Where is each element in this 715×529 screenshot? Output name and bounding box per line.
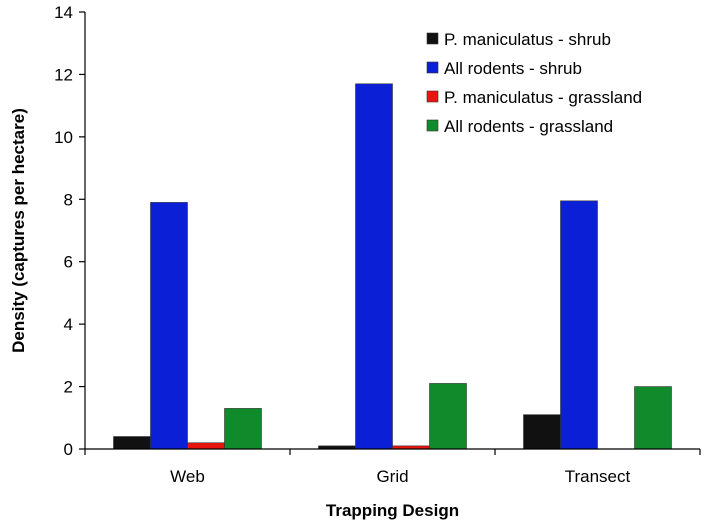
y-tick-label: 0 (64, 440, 73, 459)
y-tick-label: 4 (64, 315, 73, 334)
x-tick-label: Web (170, 467, 205, 486)
legend-label: All rodents - shrub (444, 59, 582, 78)
legend-swatch (426, 119, 439, 132)
bar (634, 386, 672, 450)
x-axis-title: Trapping Design (326, 501, 459, 520)
legend-label: All rodents - grassland (444, 117, 613, 136)
y-tick-label: 14 (54, 3, 73, 22)
y-tick-label: 6 (64, 253, 73, 272)
bar (560, 200, 598, 450)
axes-layer (84, 12, 700, 450)
x-tick-label: Grid (376, 467, 408, 486)
legend-swatch (426, 32, 439, 45)
bar (523, 414, 561, 450)
y-tick-label: 10 (54, 128, 73, 147)
legend-swatch (426, 90, 439, 103)
y-axis-title: Density (captures per hectare) (9, 108, 28, 353)
legend-swatch (426, 61, 439, 74)
bars-layer (113, 83, 672, 450)
x-tick-label: Transect (565, 467, 631, 486)
y-ticks: 0 2 4 6 8 10 12 14 (54, 3, 85, 459)
y-tick-label: 2 (64, 378, 73, 397)
bar (429, 383, 467, 450)
y-tick-label: 12 (54, 65, 73, 84)
bar (113, 436, 151, 450)
legend-label: P. maniculatus - grassland (444, 88, 642, 107)
y-tick-label: 8 (64, 190, 73, 209)
bar (224, 408, 262, 450)
x-ticks: Web Grid Transect (84, 449, 701, 486)
bar (187, 442, 225, 450)
legend-label: P. maniculatus - shrub (444, 30, 611, 49)
bar (150, 202, 188, 450)
bar (355, 83, 393, 450)
legend: P. maniculatus - shrub All rodents - shru… (426, 30, 642, 136)
